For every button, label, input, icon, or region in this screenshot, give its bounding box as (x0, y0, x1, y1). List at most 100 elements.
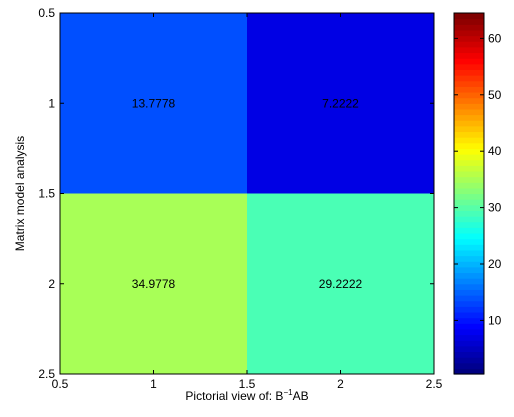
colorbar-stripe (454, 29, 484, 37)
cell-value-label: 34.9778 (132, 277, 176, 291)
y-tick-label: 1 (48, 96, 55, 110)
colorbar-stripe (454, 249, 484, 257)
colorbar-stripe (454, 187, 484, 195)
colorbar-stripe (454, 18, 484, 25)
colorbar-ticks: 10 20 30 40 50 60 (454, 31, 502, 327)
colorbar-stripe (454, 58, 484, 65)
colorbar-stripe (454, 24, 484, 31)
colorbar-stripe (454, 323, 484, 330)
colorbar-stripe (454, 80, 484, 87)
heatmap-cell (247, 193, 434, 374)
cell-value-label: 13.7778 (132, 96, 176, 110)
colorbar-tick-label: 10 (488, 313, 502, 327)
colorbar-tick-label: 60 (488, 31, 502, 45)
colorbar-stripe (454, 170, 484, 178)
colorbar-tick-label: 30 (488, 201, 502, 215)
heatmap-cell (60, 193, 247, 374)
colorbar-tick-label: 50 (488, 88, 502, 102)
colorbar-stripe (454, 328, 484, 336)
x-tick-label: 0.5 (52, 377, 69, 391)
colorbar-stripe (454, 69, 484, 76)
colorbar-tick-label: 20 (488, 257, 502, 271)
cell-value-label: 7.2222 (322, 96, 359, 110)
colorbar-stripe (454, 108, 484, 116)
cell-labels: 13.7778 7.2222 34.9778 29.2222 (132, 96, 363, 291)
colorbar-stripe (454, 272, 484, 279)
x-axis-label-superscript: −1 (283, 388, 293, 397)
colorbar-stripe (454, 41, 484, 48)
x-tick-label: 1 (150, 377, 157, 391)
colorbar-stripe (454, 91, 484, 99)
y-axis-label: Matrix model analysis (13, 136, 27, 251)
cell-value-label: 29.2222 (319, 277, 363, 291)
colorbar-stripe (454, 125, 484, 133)
colorbar-stripe (454, 131, 484, 138)
colorbar-stripe (454, 46, 484, 54)
colorbar-stripe (454, 210, 484, 217)
colorbar-stripe (454, 362, 484, 369)
colorbar-stripe (454, 204, 484, 212)
colorbar-stripe (454, 334, 484, 341)
colorbar-stripe (454, 283, 484, 290)
colorbar-stripe (454, 266, 484, 274)
colorbar-stripe (454, 120, 484, 127)
colorbar-stripe (454, 221, 484, 228)
colorbar-stripe (454, 97, 484, 104)
colorbar-stripe (454, 114, 484, 121)
colorbar-stripe (454, 199, 484, 206)
x-tick-label: 1.5 (239, 377, 256, 391)
colorbar-stripe (454, 154, 484, 161)
y-axis-ticks: 0.5 1 1.5 2 2.5 (38, 6, 434, 381)
colorbar-tick-label: 40 (488, 144, 502, 158)
colorbar-stripe (454, 13, 484, 20)
colorbar-stripe (454, 244, 484, 251)
colorbar-stripe (454, 216, 484, 223)
x-tick-label: 2.5 (426, 377, 443, 391)
x-axis-label-suffix: AB (293, 389, 309, 403)
y-tick-label: 2.5 (38, 367, 55, 381)
colorbar-stripe (454, 295, 484, 302)
heatmap-cell (247, 13, 434, 194)
colorbar-stripe (454, 278, 484, 285)
colorbar-stripe (454, 165, 484, 172)
colorbar-stripe (454, 227, 484, 234)
heatmap-cell (60, 13, 247, 194)
colorbar-stripe (454, 137, 484, 144)
colorbar-stripe (454, 255, 484, 262)
colorbar-stripe (454, 232, 484, 240)
colorbar-stripe (454, 182, 484, 189)
x-tick-label: 2 (337, 377, 344, 391)
colorbar-stripe (454, 159, 484, 166)
colorbar (454, 13, 484, 375)
colorbar-stripe (454, 75, 484, 82)
y-tick-label: 0.5 (38, 6, 55, 20)
colorbar-stripe (454, 317, 484, 324)
colorbar-stripe (454, 300, 484, 307)
colorbar-stripe (454, 63, 484, 71)
colorbar-stripe (454, 289, 484, 296)
colorbar-stripe (454, 35, 484, 42)
colorbar-stripe (454, 351, 484, 358)
colorbar-stripe (454, 52, 484, 59)
y-tick-label: 1.5 (38, 187, 55, 201)
x-axis-label-main: Pictorial view of: B (185, 389, 283, 403)
colorbar-stripe (454, 142, 484, 149)
colorbar-stripe (454, 238, 484, 245)
colorbar-stripe (454, 306, 484, 313)
colorbar-stripe (454, 345, 484, 353)
colorbar-stripe (454, 193, 484, 200)
colorbar-frame (453, 12, 485, 375)
colorbar-stripe (454, 261, 484, 268)
colorbar-stripe (454, 368, 484, 375)
y-tick-label: 2 (48, 277, 55, 291)
colorbar-stripe (454, 148, 484, 155)
colorbar-stripe (454, 340, 484, 347)
heatmap-cells (60, 13, 434, 374)
x-axis-label: Pictorial view of: B−1AB (185, 388, 308, 403)
x-axis-ticks: 0.5 1 1.5 2 2.5 (52, 13, 443, 391)
colorbar-stripe (454, 357, 484, 364)
colorbar-stripe (454, 311, 484, 319)
colorbar-stripe (454, 176, 484, 183)
